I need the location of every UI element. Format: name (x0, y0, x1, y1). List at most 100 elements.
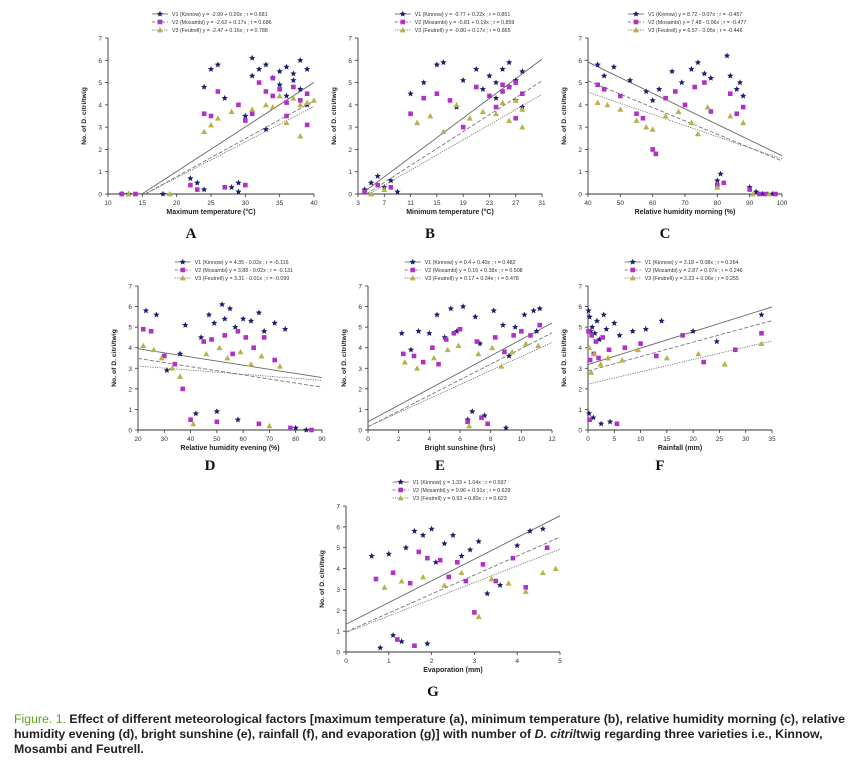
y-tick-label-d: 2 (128, 386, 132, 393)
data-point (614, 421, 620, 427)
legend-marker-c (632, 10, 640, 17)
data-point (395, 637, 400, 642)
data-point (594, 99, 601, 106)
data-point (493, 104, 499, 110)
data-point (519, 328, 524, 334)
legend-label-f: V3 (Feutrell) y = 2.23 + 0.06x ; r = 0.2… (645, 276, 739, 282)
data-point (490, 307, 497, 314)
y-tick-label-g: 5 (336, 545, 340, 552)
series-c-2 (595, 80, 778, 197)
data-point (586, 313, 593, 320)
x-axis-label-d: Relative humidity evening (%) (180, 445, 279, 452)
data-point (539, 569, 546, 576)
data-point (228, 108, 235, 114)
data-point (704, 104, 711, 110)
data-point (536, 305, 543, 312)
data-point (616, 332, 623, 339)
series-f-3 (586, 340, 765, 375)
data-point (222, 333, 228, 338)
y-tick-label-d: 5 (128, 325, 132, 332)
y-tick-label-e: 5 (358, 325, 362, 332)
data-point (309, 427, 314, 433)
legend-marker-c (633, 19, 639, 25)
legend-marker-g (397, 495, 404, 501)
legend-label-f: V1 (Kinnow) y = 3.18 + 0.08x ; r = 0.264 (645, 260, 739, 266)
data-point (473, 84, 479, 90)
legend-label-b: V1 (Kinnow) y = -0.77 + 0.22x ; r = 0.85… (415, 12, 511, 18)
data-point (190, 420, 197, 427)
data-point (234, 416, 242, 423)
data-point (707, 74, 715, 81)
y-tick-label-a: 4 (98, 102, 102, 109)
x-tick-label-e: 2 (397, 436, 401, 443)
data-point (235, 188, 242, 195)
data-point (479, 415, 484, 420)
legend-label-d: V1 (Kinnow) y = 4.35 - 0.02x ; r = -0.11… (195, 260, 289, 266)
x-tick-label-c: 80 (714, 200, 722, 207)
data-point (440, 59, 447, 66)
data-point (304, 91, 310, 97)
scatter-chart-d: 0 1 2 3 4 5 6 7 20 30 40 50 60 70 80 90 Relative humidit… (111, 258, 326, 452)
data-point (488, 576, 495, 582)
data-point (216, 344, 223, 351)
caption-species: D. citri (534, 727, 573, 741)
data-point (266, 422, 273, 429)
data-point (283, 63, 290, 70)
legend-label-a: V2 (Mosambi) y = -2.62 + 0.17x ; r = 0.6… (172, 20, 272, 26)
data-point (276, 81, 283, 88)
y-tick-label-c: 6 (578, 58, 582, 65)
data-point (381, 186, 388, 192)
data-point (282, 325, 289, 332)
y-tick-label-f: 6 (578, 304, 582, 311)
data-point (649, 126, 656, 132)
data-point (270, 93, 276, 99)
series-d-1 (142, 301, 310, 433)
data-point (449, 531, 457, 538)
data-point (649, 97, 656, 104)
data-point (505, 580, 512, 586)
y-tick-label-f: 7 (578, 284, 582, 291)
data-point (626, 77, 634, 84)
data-point (466, 115, 473, 121)
data-point (457, 326, 463, 332)
legend-marker-b (399, 10, 406, 17)
data-point (734, 111, 740, 117)
data-point (276, 92, 283, 99)
y-tick-label-b: 4 (348, 102, 352, 109)
data-point (544, 545, 550, 551)
data-point (377, 644, 384, 651)
data-point (215, 89, 221, 94)
data-point (248, 361, 255, 367)
data-point (473, 65, 480, 72)
data-point (426, 330, 433, 336)
data-point (723, 52, 731, 59)
x-tick-label-d: 20 (134, 436, 142, 443)
data-point (459, 303, 467, 310)
data-point (240, 315, 247, 322)
x-tick-label-b: 19 (460, 200, 468, 207)
data-point (603, 325, 610, 332)
x-tick-label-a: 20 (173, 200, 181, 207)
data-point (385, 550, 392, 557)
legend-marker-d (179, 275, 186, 281)
data-point (589, 323, 596, 330)
data-point (235, 179, 242, 186)
y-tick-label-d: 4 (128, 345, 132, 352)
data-point (412, 643, 417, 649)
y-tick-label-g: 3 (336, 587, 340, 594)
data-point (402, 544, 410, 551)
x-axis-label-f: Rainfall (mm) (658, 445, 702, 452)
data-point (758, 340, 765, 346)
y-tick-label-b: 2 (348, 147, 352, 154)
trend-line-e-1 (367, 322, 553, 423)
legend-marker-e (409, 275, 416, 281)
series-a-2 (119, 75, 310, 197)
figure-label: Figure. 1. (14, 712, 66, 726)
data-point (587, 417, 592, 423)
y-tick-label-c: 5 (578, 80, 582, 87)
data-point (255, 65, 263, 72)
data-point (381, 584, 388, 590)
x-tick-label-g: 2 (430, 658, 434, 665)
x-tick-label-a: 15 (139, 200, 147, 207)
data-point (475, 613, 482, 619)
